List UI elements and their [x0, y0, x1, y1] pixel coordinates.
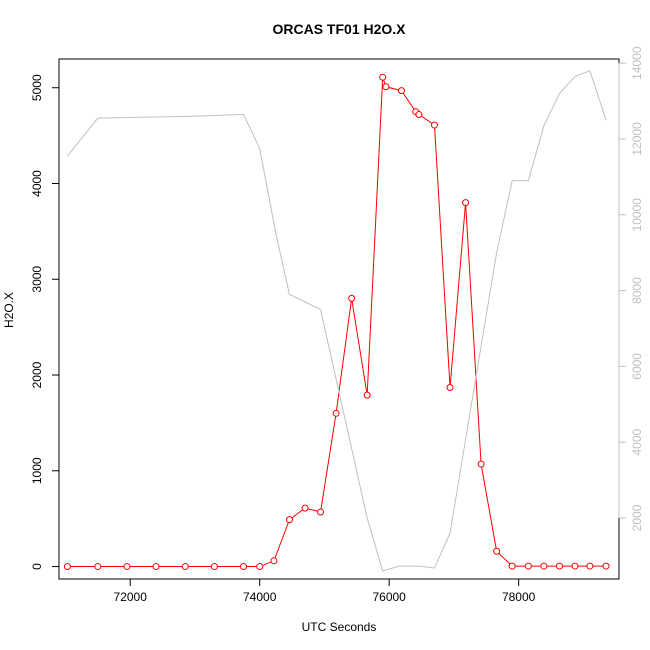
data-point: [240, 563, 248, 571]
data-point: [348, 294, 356, 302]
y-tick-label-left: 1000: [30, 457, 44, 484]
data-point: [477, 460, 485, 468]
series-right: [67, 70, 607, 572]
data-point: [181, 563, 189, 571]
data-point: [446, 383, 454, 391]
y-axis-left: 0 1000 2000 3000 4000 5000: [30, 74, 60, 570]
data-point: [524, 562, 532, 570]
x-axis: 72000 74000 76000 78000: [114, 578, 536, 604]
data-point: [586, 562, 594, 570]
y-tick-label-right: 8000: [630, 277, 644, 304]
y-axis-label: H2O.X: [2, 292, 16, 328]
data-point: [332, 409, 340, 417]
data-point: [571, 562, 579, 570]
data-point: [270, 557, 278, 565]
y-tick-label-right: 4000: [630, 429, 644, 456]
y-tick-label-right: 10000: [630, 198, 644, 232]
x-tick-label: 76000: [372, 590, 406, 604]
x-tick-label: 78000: [502, 590, 536, 604]
data-point: [317, 508, 325, 516]
y-tick-label-left: 2000: [30, 361, 44, 388]
x-tick-label: 74000: [243, 590, 277, 604]
data-point: [63, 563, 71, 571]
series-layer: [63, 70, 610, 572]
data-point: [301, 504, 309, 512]
data-point: [430, 121, 438, 129]
x-axis-label: UTC Seconds: [302, 620, 377, 634]
data-point: [285, 516, 293, 524]
y-tick-label-left: 0: [30, 563, 44, 570]
data-point: [493, 547, 501, 555]
data-point: [123, 563, 131, 571]
y-tick-label-right: 14000: [630, 46, 644, 80]
data-point: [256, 563, 264, 571]
data-point: [152, 563, 160, 571]
y-axis-right: 2000 4000 6000 8000 10000 12000 14000: [618, 46, 644, 531]
data-point: [94, 563, 102, 571]
data-point: [379, 73, 387, 81]
data-point: [508, 562, 516, 570]
y-tick-label-left: 5000: [30, 74, 44, 101]
y-tick-label-right: 2000: [630, 504, 644, 531]
data-point: [602, 562, 610, 570]
data-point: [210, 563, 218, 571]
y-tick-label-right: 6000: [630, 353, 644, 380]
data-point: [397, 87, 405, 95]
series-line-right: [67, 70, 607, 572]
data-point: [462, 199, 470, 207]
series-left: [63, 73, 610, 571]
y-tick-label-right: 12000: [630, 122, 644, 156]
plot-frame: [58, 58, 620, 580]
series-line-left: [67, 77, 607, 568]
data-point: [555, 562, 563, 570]
data-point: [540, 562, 548, 570]
chart-title: ORCAS TF01 H2O.X: [272, 21, 406, 37]
data-point: [363, 391, 371, 399]
data-point: [382, 83, 390, 91]
data-point: [415, 111, 423, 119]
y-tick-label-left: 3000: [30, 266, 44, 293]
x-tick-label: 72000: [114, 590, 148, 604]
y-tick-label-left: 4000: [30, 170, 44, 197]
